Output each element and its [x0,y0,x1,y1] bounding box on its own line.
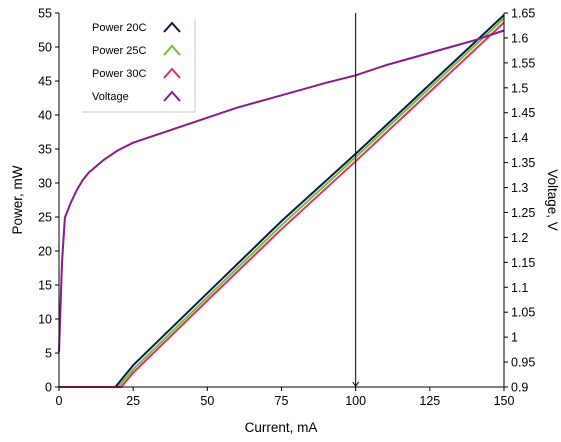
y-right-tick-label: 1.5 [511,81,528,95]
y-right-tick-label: 1 [511,331,518,345]
x-tick-label: 125 [419,394,440,408]
series-line-voltage [58,29,505,353]
y-right-tick-label: 1.65 [511,7,535,21]
legend-entry-swatch [163,21,181,33]
y-right-tick-label: 1.05 [511,306,535,320]
y-left-tick-label: 40 [38,109,52,123]
y-left-tick-label: 20 [38,245,52,259]
y-left-tick-label: 5 [45,347,52,361]
y-left-tick-label: 30 [38,177,52,191]
y-left-tick-label: 0 [45,381,52,395]
cursor-marker [352,381,360,387]
y-right-tick-label: 1.25 [511,206,535,220]
y-left-tick-label: 15 [38,279,52,293]
series-layer [58,14,505,388]
axes-layer: 0 25 50 75 100 125 150 0 5 10 15 20 25 30 35 40 45 50 55 0.… [38,7,535,409]
legend-entry-label: Power 30C [92,68,146,80]
legend: Power 20C Power 25C Power 30C Voltage [80,17,196,113]
legend-entry-swatch [163,44,181,56]
y-right-tick-label: 1.45 [511,106,535,120]
legend-entry-swatch [163,90,181,102]
x-tick-label: 0 [56,394,63,408]
y-right-tick-label: 1.2 [511,231,528,245]
legend-entry-label: Power 20C [92,22,146,34]
legend-entry-label: Power 25C [92,45,146,57]
y-right-tick-label: 0.9 [511,381,528,395]
y-right-axis-label: Voltage, V [545,169,560,231]
y-left-tick-label: 10 [38,313,52,327]
y-right-tick-label: 1.6 [511,31,528,45]
x-tick-label: 50 [200,394,214,408]
y-right-tick-label: 0.95 [511,356,535,370]
legend-entry-swatch [163,67,181,79]
x-axis-label: Current, mA [245,420,318,435]
y-right-tick-label: 1.15 [511,256,535,270]
x-tick-label: 100 [345,394,366,408]
cursor-layer [352,13,360,387]
series-line-power-25c [59,17,505,388]
x-tick-label: 25 [126,394,140,408]
y-right-tick-label: 1.1 [511,281,528,295]
y-right-tick-label: 1.35 [511,156,535,170]
y-left-tick-label: 45 [38,75,52,89]
y-left-tick-label: 50 [38,41,52,55]
y-left-tick-label: 25 [38,211,52,225]
legend-entry-label: Voltage [92,91,129,103]
x-tick-label: 150 [494,394,515,408]
y-left-axis-label: Power, mW [10,165,25,234]
series-line-power-30c [59,21,505,388]
y-right-tick-label: 1.3 [511,181,528,195]
y-left-tick-label: 35 [38,143,52,157]
x-tick-label: 75 [275,394,289,408]
y-right-tick-label: 1.4 [511,131,528,145]
series-line-power-20c [59,14,505,388]
y-left-tick-label: 55 [38,7,52,21]
y-right-tick-label: 1.55 [511,56,535,70]
